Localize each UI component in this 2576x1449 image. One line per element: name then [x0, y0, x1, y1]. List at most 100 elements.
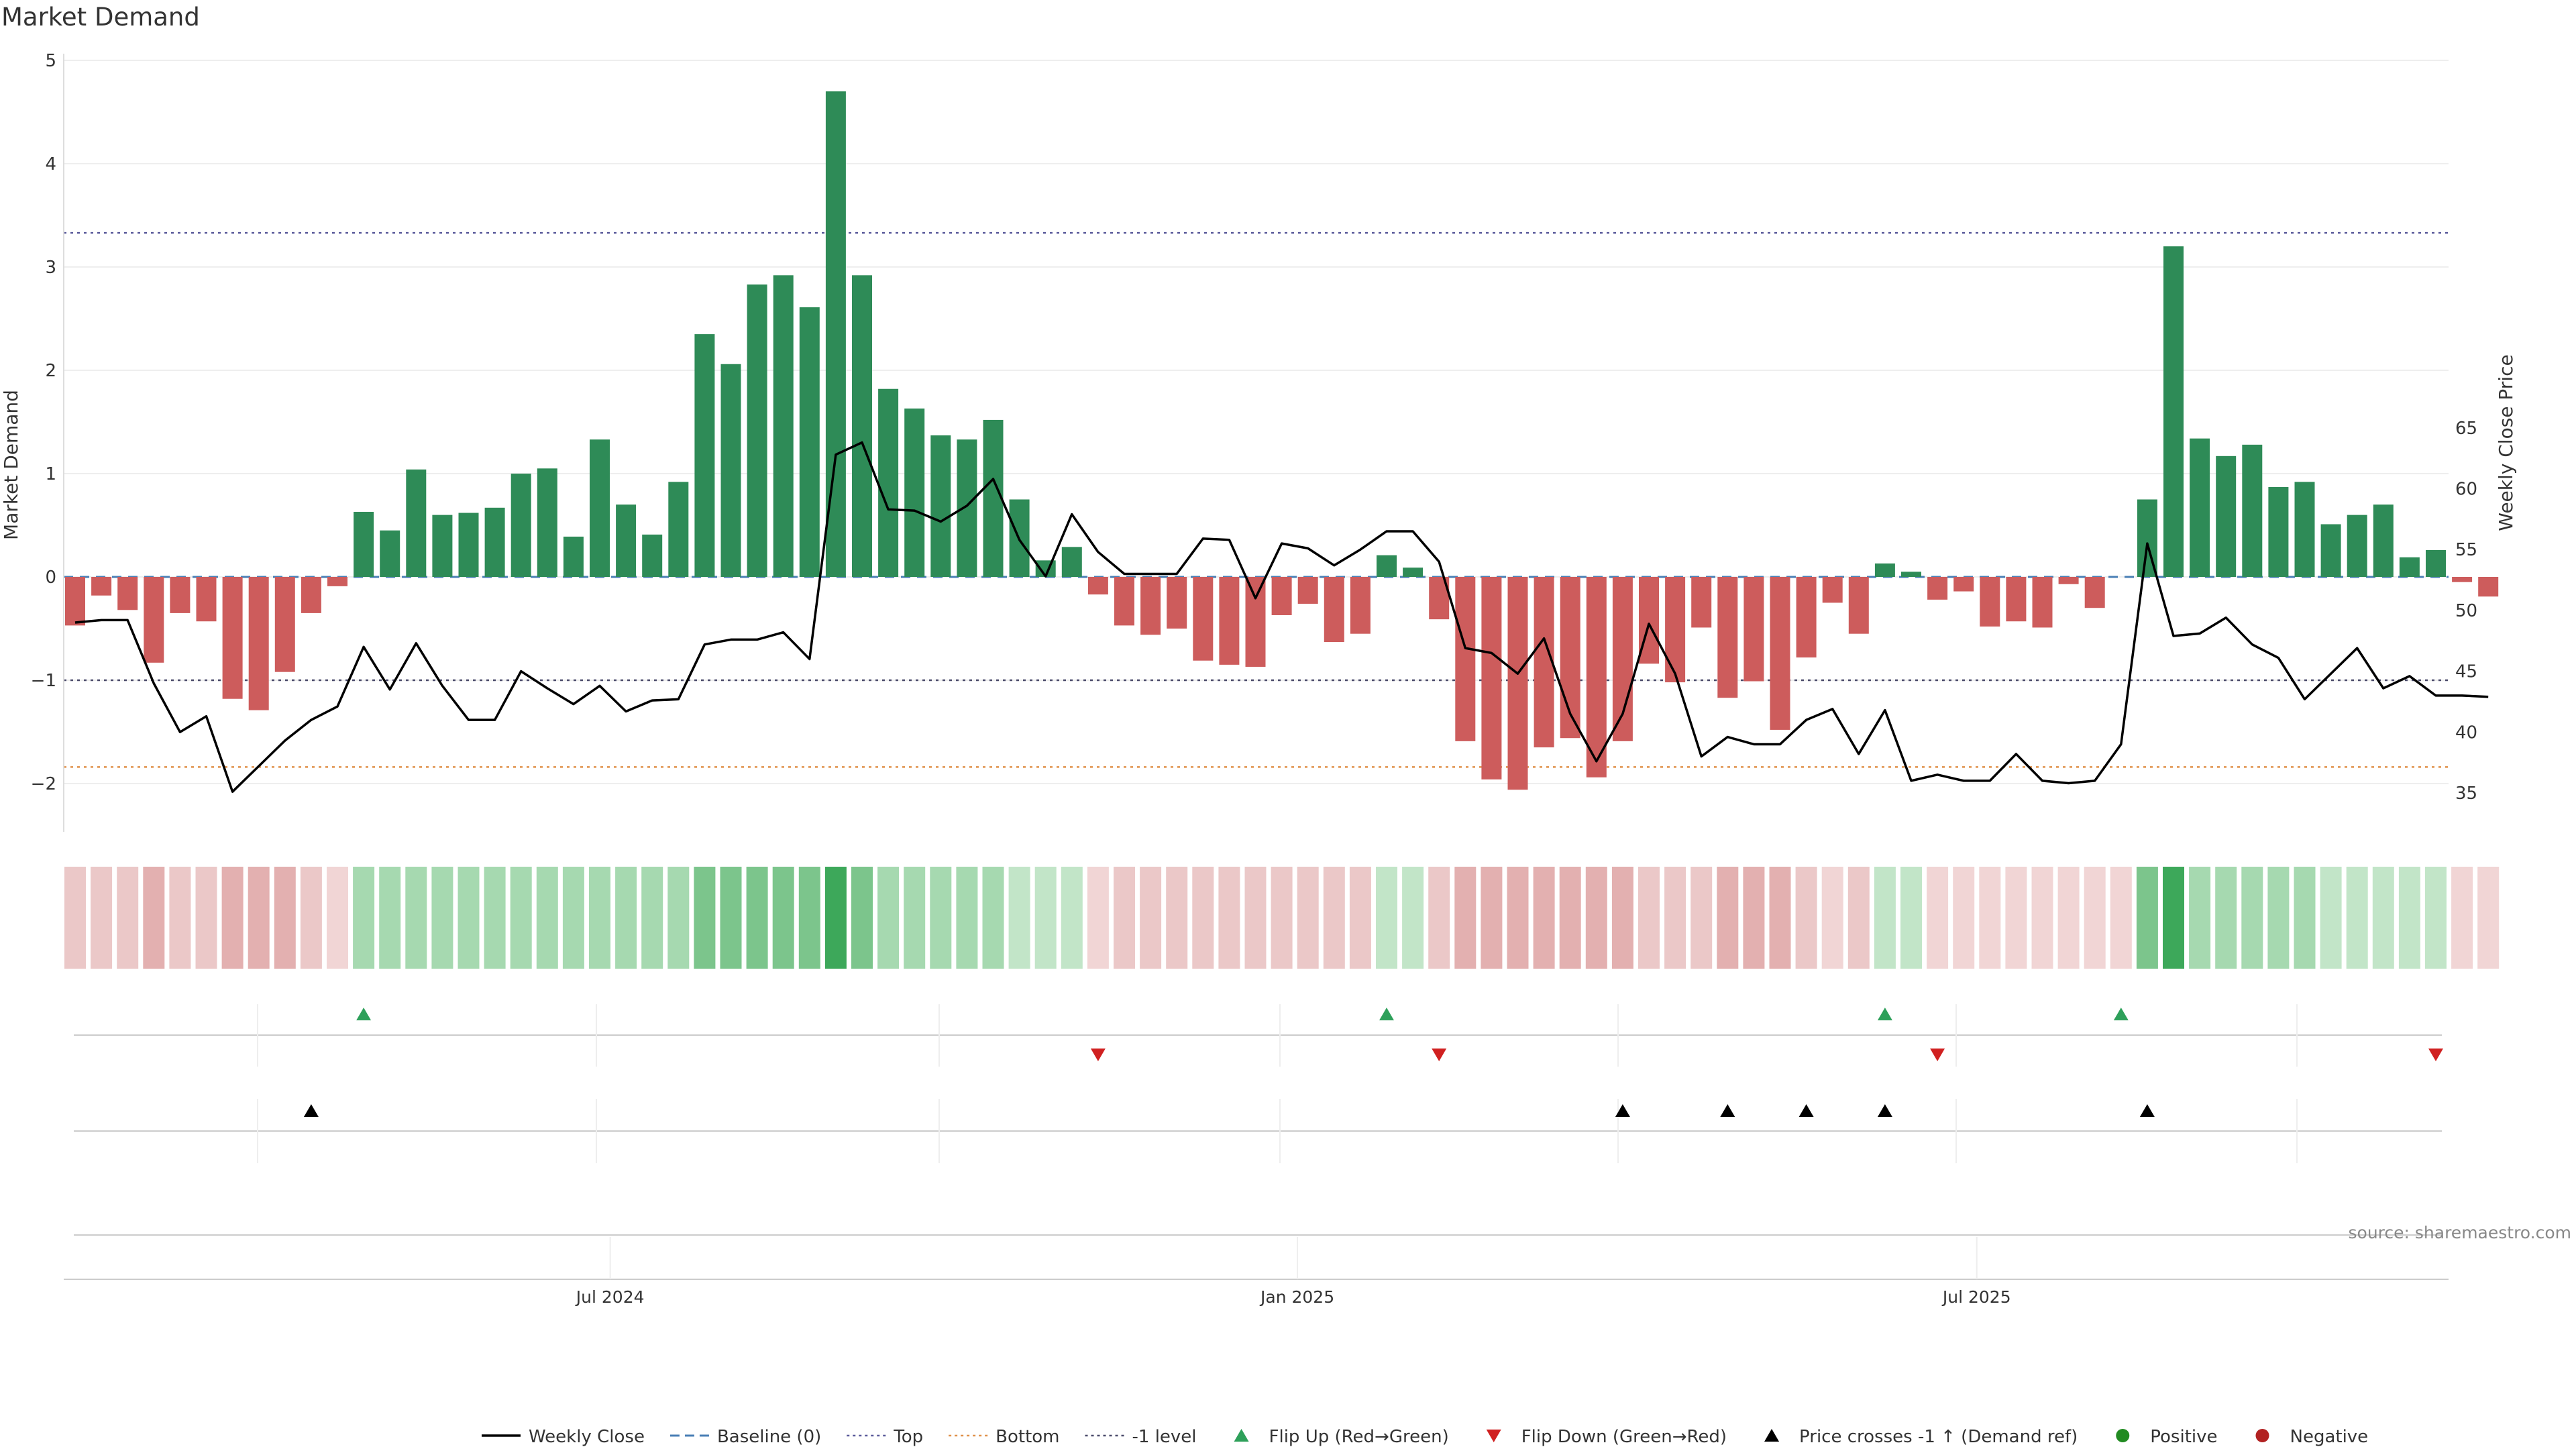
negative-demand-bar: [301, 577, 321, 613]
heat-cell: [2267, 867, 2290, 969]
negative-demand-bar: [1534, 577, 1554, 748]
y-tick-label: −1: [31, 671, 56, 691]
positive-demand-bar: [2426, 549, 2446, 577]
positive-demand-bar: [904, 408, 925, 577]
y-tick-label: 1: [45, 464, 56, 484]
legend-swatch: [2255, 1429, 2269, 1442]
positive-demand-bar: [773, 275, 794, 577]
heat-cell: [1559, 867, 1581, 969]
x-tick-label: Jan 2025: [1259, 1287, 1334, 1307]
legend-label: Negative: [2290, 1427, 2369, 1447]
y2-tick-label: 35: [2455, 784, 2477, 804]
price-cross-marker: [2139, 1104, 2155, 1117]
heat-cell: [2057, 867, 2080, 969]
heat-cell: [484, 867, 506, 969]
heat-cell: [1664, 867, 1686, 969]
heat-cell: [2136, 867, 2158, 969]
heat-cell: [720, 867, 742, 969]
flip-up-marker: [1379, 1008, 1394, 1020]
legend-item: Weekly Close: [482, 1427, 645, 1447]
positive-demand-bar: [1901, 572, 1921, 577]
legend-item: -1 level: [1085, 1427, 1197, 1447]
heat-cell: [221, 867, 244, 969]
heat-cell: [2477, 867, 2500, 969]
negative-demand-bar: [1953, 577, 1974, 592]
negative-demand-bar: [1140, 577, 1161, 635]
legend-label: Flip Down (Green→Red): [1521, 1427, 1727, 1447]
heat-cell: [2241, 867, 2263, 969]
heat-cell: [117, 867, 139, 969]
positive-demand-bar: [380, 530, 400, 577]
positive-demand-bar: [354, 511, 374, 577]
heat-cell: [2215, 867, 2237, 969]
negative-demand-bar: [1822, 577, 1843, 603]
y2-tick-label: 40: [2455, 722, 2477, 743]
heat-cell: [956, 867, 978, 969]
heat-cell: [1244, 867, 1267, 969]
heat-cell: [458, 867, 480, 969]
heat-cell: [1507, 867, 1529, 969]
heat-cell: [2005, 867, 2027, 969]
positive-demand-bar: [930, 435, 951, 577]
heat-cell: [2110, 867, 2132, 969]
heat-cell: [2451, 867, 2473, 969]
positive-demand-bar: [852, 275, 872, 577]
heat-cell: [798, 867, 820, 969]
legend-label: Positive: [2150, 1427, 2217, 1447]
positive-demand-bar: [537, 468, 557, 577]
legend-label: Weekly Close: [529, 1427, 645, 1447]
negative-demand-bar: [1796, 577, 1817, 658]
positive-demand-bar: [1061, 547, 1082, 577]
negative-demand-bar: [1350, 577, 1371, 634]
y2-tick-label: 45: [2455, 662, 2477, 682]
heat-cell: [1795, 867, 1817, 969]
heat-cell: [2031, 867, 2053, 969]
flip-down-marker: [2428, 1049, 2443, 1061]
heat-cell: [694, 867, 716, 969]
x-tick-label: Jul 2025: [1941, 1287, 2011, 1307]
demand-bars: [65, 91, 2499, 790]
heat-cell: [1717, 867, 1739, 969]
legend-label: Price crosses -1 ↑ (Demand ref): [1799, 1427, 2078, 1447]
heat-cell: [641, 867, 663, 969]
negative-demand-bar: [1665, 577, 1686, 683]
heat-cell: [1900, 867, 1922, 969]
positive-demand-bar: [642, 534, 663, 577]
heat-cell: [1271, 867, 1293, 969]
heat-cell: [589, 867, 610, 969]
negative-demand-bar: [248, 577, 269, 710]
legend-label: -1 level: [1132, 1427, 1197, 1447]
heat-cell: [143, 867, 165, 969]
positive-demand-bar: [825, 91, 846, 577]
heat-cell: [1087, 867, 1109, 969]
heat-cell: [746, 867, 768, 969]
heat-cell: [2163, 867, 2184, 969]
negative-demand-bar: [65, 577, 85, 626]
positive-demand-bar: [2399, 557, 2420, 577]
heat-cell: [562, 867, 584, 969]
heat-cell: [1927, 867, 1949, 969]
negative-demand-bar: [1087, 577, 1108, 595]
y-tick-label: 5: [45, 51, 56, 71]
price-cross-marker: [1615, 1104, 1630, 1117]
heat-cell: [1769, 867, 1791, 969]
heat-cell: [1690, 867, 1713, 969]
positive-demand-bar: [432, 515, 453, 577]
positive-demand-bar: [406, 469, 427, 577]
heat-cell: [930, 867, 952, 969]
negative-demand-bar: [117, 577, 138, 610]
heat-cell: [877, 867, 900, 969]
negative-demand-bar: [1507, 577, 1528, 790]
negative-demand-bar: [1980, 577, 2000, 627]
y-tick-label: 3: [45, 258, 56, 278]
positive-demand-bar: [484, 507, 505, 577]
heat-cell: [1454, 867, 1477, 969]
heat-cell: [536, 867, 558, 969]
heat-cell: [248, 867, 270, 969]
heat-cell: [615, 867, 637, 969]
positive-demand-bar: [983, 419, 1004, 577]
heat-cell: [1008, 867, 1030, 969]
legend-label: Flip Up (Red→Green): [1269, 1427, 1449, 1447]
negative-demand-bar: [144, 577, 164, 663]
